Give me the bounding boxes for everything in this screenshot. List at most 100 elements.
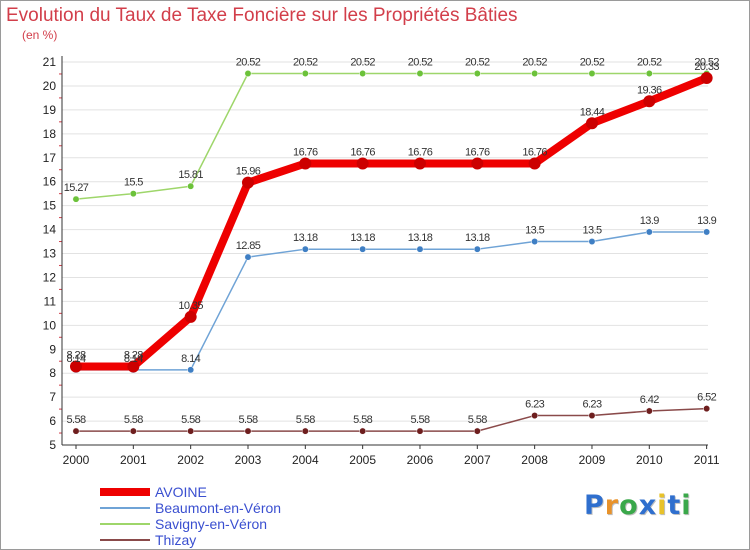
y-tick-label-17: 17: [43, 151, 57, 165]
data-point: [129, 427, 137, 435]
data-label: 20.33: [694, 61, 719, 73]
logo-letter: t: [667, 490, 682, 521]
data-point: [588, 70, 596, 77]
axes: 5 6 7 8 9 10 11 12 13 14 15 16 17 18 19 20 21 2000 2001 200…: [43, 55, 720, 467]
data-point: [531, 238, 539, 245]
data-labels: 8.28 8.28 10.35 15.96 16.76 16.76 16.76 16.76 16…: [64, 56, 720, 426]
data-label: 16.76: [350, 146, 375, 158]
data-label: 16.76: [293, 146, 318, 158]
y-tick-label-16: 16: [43, 175, 57, 189]
data-point: [473, 427, 481, 435]
y-tick-label-8: 8: [49, 366, 56, 380]
data-point: [645, 228, 653, 236]
x-tick-label-2004: 2004: [292, 453, 319, 467]
data-label: 15.81: [178, 169, 203, 181]
data-point: [244, 70, 252, 77]
data-label: 19.36: [637, 84, 662, 96]
x-tick-label-2009: 2009: [579, 453, 606, 467]
data-point: [643, 95, 656, 108]
data-point: [72, 195, 80, 203]
data-label: 8.14: [181, 353, 200, 365]
x-tick-label-2000: 2000: [63, 453, 90, 467]
data-point: [413, 157, 426, 170]
proxiti-logo: Proxiti: [584, 490, 692, 521]
legend-label: Savigny-en-Véron: [155, 516, 268, 532]
data-point: [129, 190, 137, 198]
data-label: 20.52: [408, 56, 433, 68]
data-point: [703, 228, 711, 236]
legend-label: AVOINE: [155, 484, 207, 500]
data-point: [531, 70, 539, 77]
series-line-avoine: [76, 74, 709, 371]
data-label: 12.85: [236, 240, 261, 252]
data-label: 20.52: [293, 56, 318, 68]
legend-swatch: [100, 539, 150, 541]
y-tick-label-9: 9: [49, 342, 56, 356]
y-tick-label-6: 6: [49, 414, 56, 428]
data-label: 6.42: [640, 394, 659, 406]
series-lines: [70, 70, 713, 435]
data-label: 20.52: [522, 56, 547, 68]
data-label: 15.5: [124, 177, 143, 189]
data-label: 6.23: [525, 399, 544, 411]
data-label: 6.23: [582, 399, 601, 411]
data-point: [416, 245, 424, 253]
y-tick-label-15: 15: [43, 199, 57, 213]
data-point: [187, 182, 195, 190]
data-point: [359, 427, 367, 435]
data-label: 20.52: [236, 56, 261, 68]
data-label: 6.52: [697, 392, 716, 404]
data-label: 5.58: [353, 414, 372, 426]
data-point: [588, 412, 596, 420]
data-point: [416, 70, 424, 77]
x-tick-label-2011: 2011: [694, 453, 720, 467]
data-point: [244, 427, 252, 435]
data-point: [241, 176, 254, 189]
y-tick-label-7: 7: [49, 390, 56, 404]
data-point: [301, 427, 309, 435]
data-label: 20.52: [637, 56, 662, 68]
data-label: 8.28: [66, 349, 85, 361]
data-label: 20.52: [465, 56, 490, 68]
data-label: 5.58: [296, 414, 315, 426]
x-tick-label-2002: 2002: [177, 453, 204, 467]
x-tick-label-2003: 2003: [235, 453, 262, 467]
chart-title: Evolution du Taux de Taxe Foncière sur l…: [6, 5, 518, 26]
data-label: 13.18: [293, 232, 318, 244]
data-point: [184, 310, 197, 323]
data-label: 13.18: [350, 232, 375, 244]
x-tick-label-2008: 2008: [521, 453, 548, 467]
x-tick-label-2006: 2006: [407, 453, 434, 467]
legend-swatch: [100, 488, 150, 496]
data-point: [359, 70, 367, 77]
data-label: 5.58: [124, 414, 143, 426]
data-point: [72, 427, 80, 435]
data-point: [301, 70, 309, 77]
data-point: [416, 427, 424, 435]
y-tick-label-13: 13: [43, 247, 57, 261]
data-label: 5.58: [238, 414, 257, 426]
data-point: [356, 157, 369, 170]
data-label: 20.52: [694, 56, 719, 68]
data-label: 13.5: [582, 225, 601, 237]
data-label: 20.52: [580, 56, 605, 68]
legend-swatch: [100, 507, 150, 509]
data-point: [70, 360, 82, 373]
logo-letter: x: [638, 490, 658, 521]
data-label: 5.58: [181, 414, 200, 426]
series-line-beaumont-en-v-ron: [76, 231, 707, 371]
logo-letter: i: [657, 490, 668, 521]
y-axis-unit-label: (en %): [22, 28, 58, 42]
x-tick-label-2001: 2001: [120, 453, 147, 467]
data-point: [299, 157, 312, 170]
data-label: 8.14: [66, 353, 85, 365]
data-label: 16.76: [522, 146, 547, 158]
logo-letter: o: [619, 490, 639, 521]
data-point: [528, 157, 541, 170]
y-tick-label-19: 19: [43, 103, 57, 117]
data-label: 5.58: [468, 414, 487, 426]
data-label: 13.5: [525, 225, 544, 237]
data-point: [703, 405, 711, 413]
